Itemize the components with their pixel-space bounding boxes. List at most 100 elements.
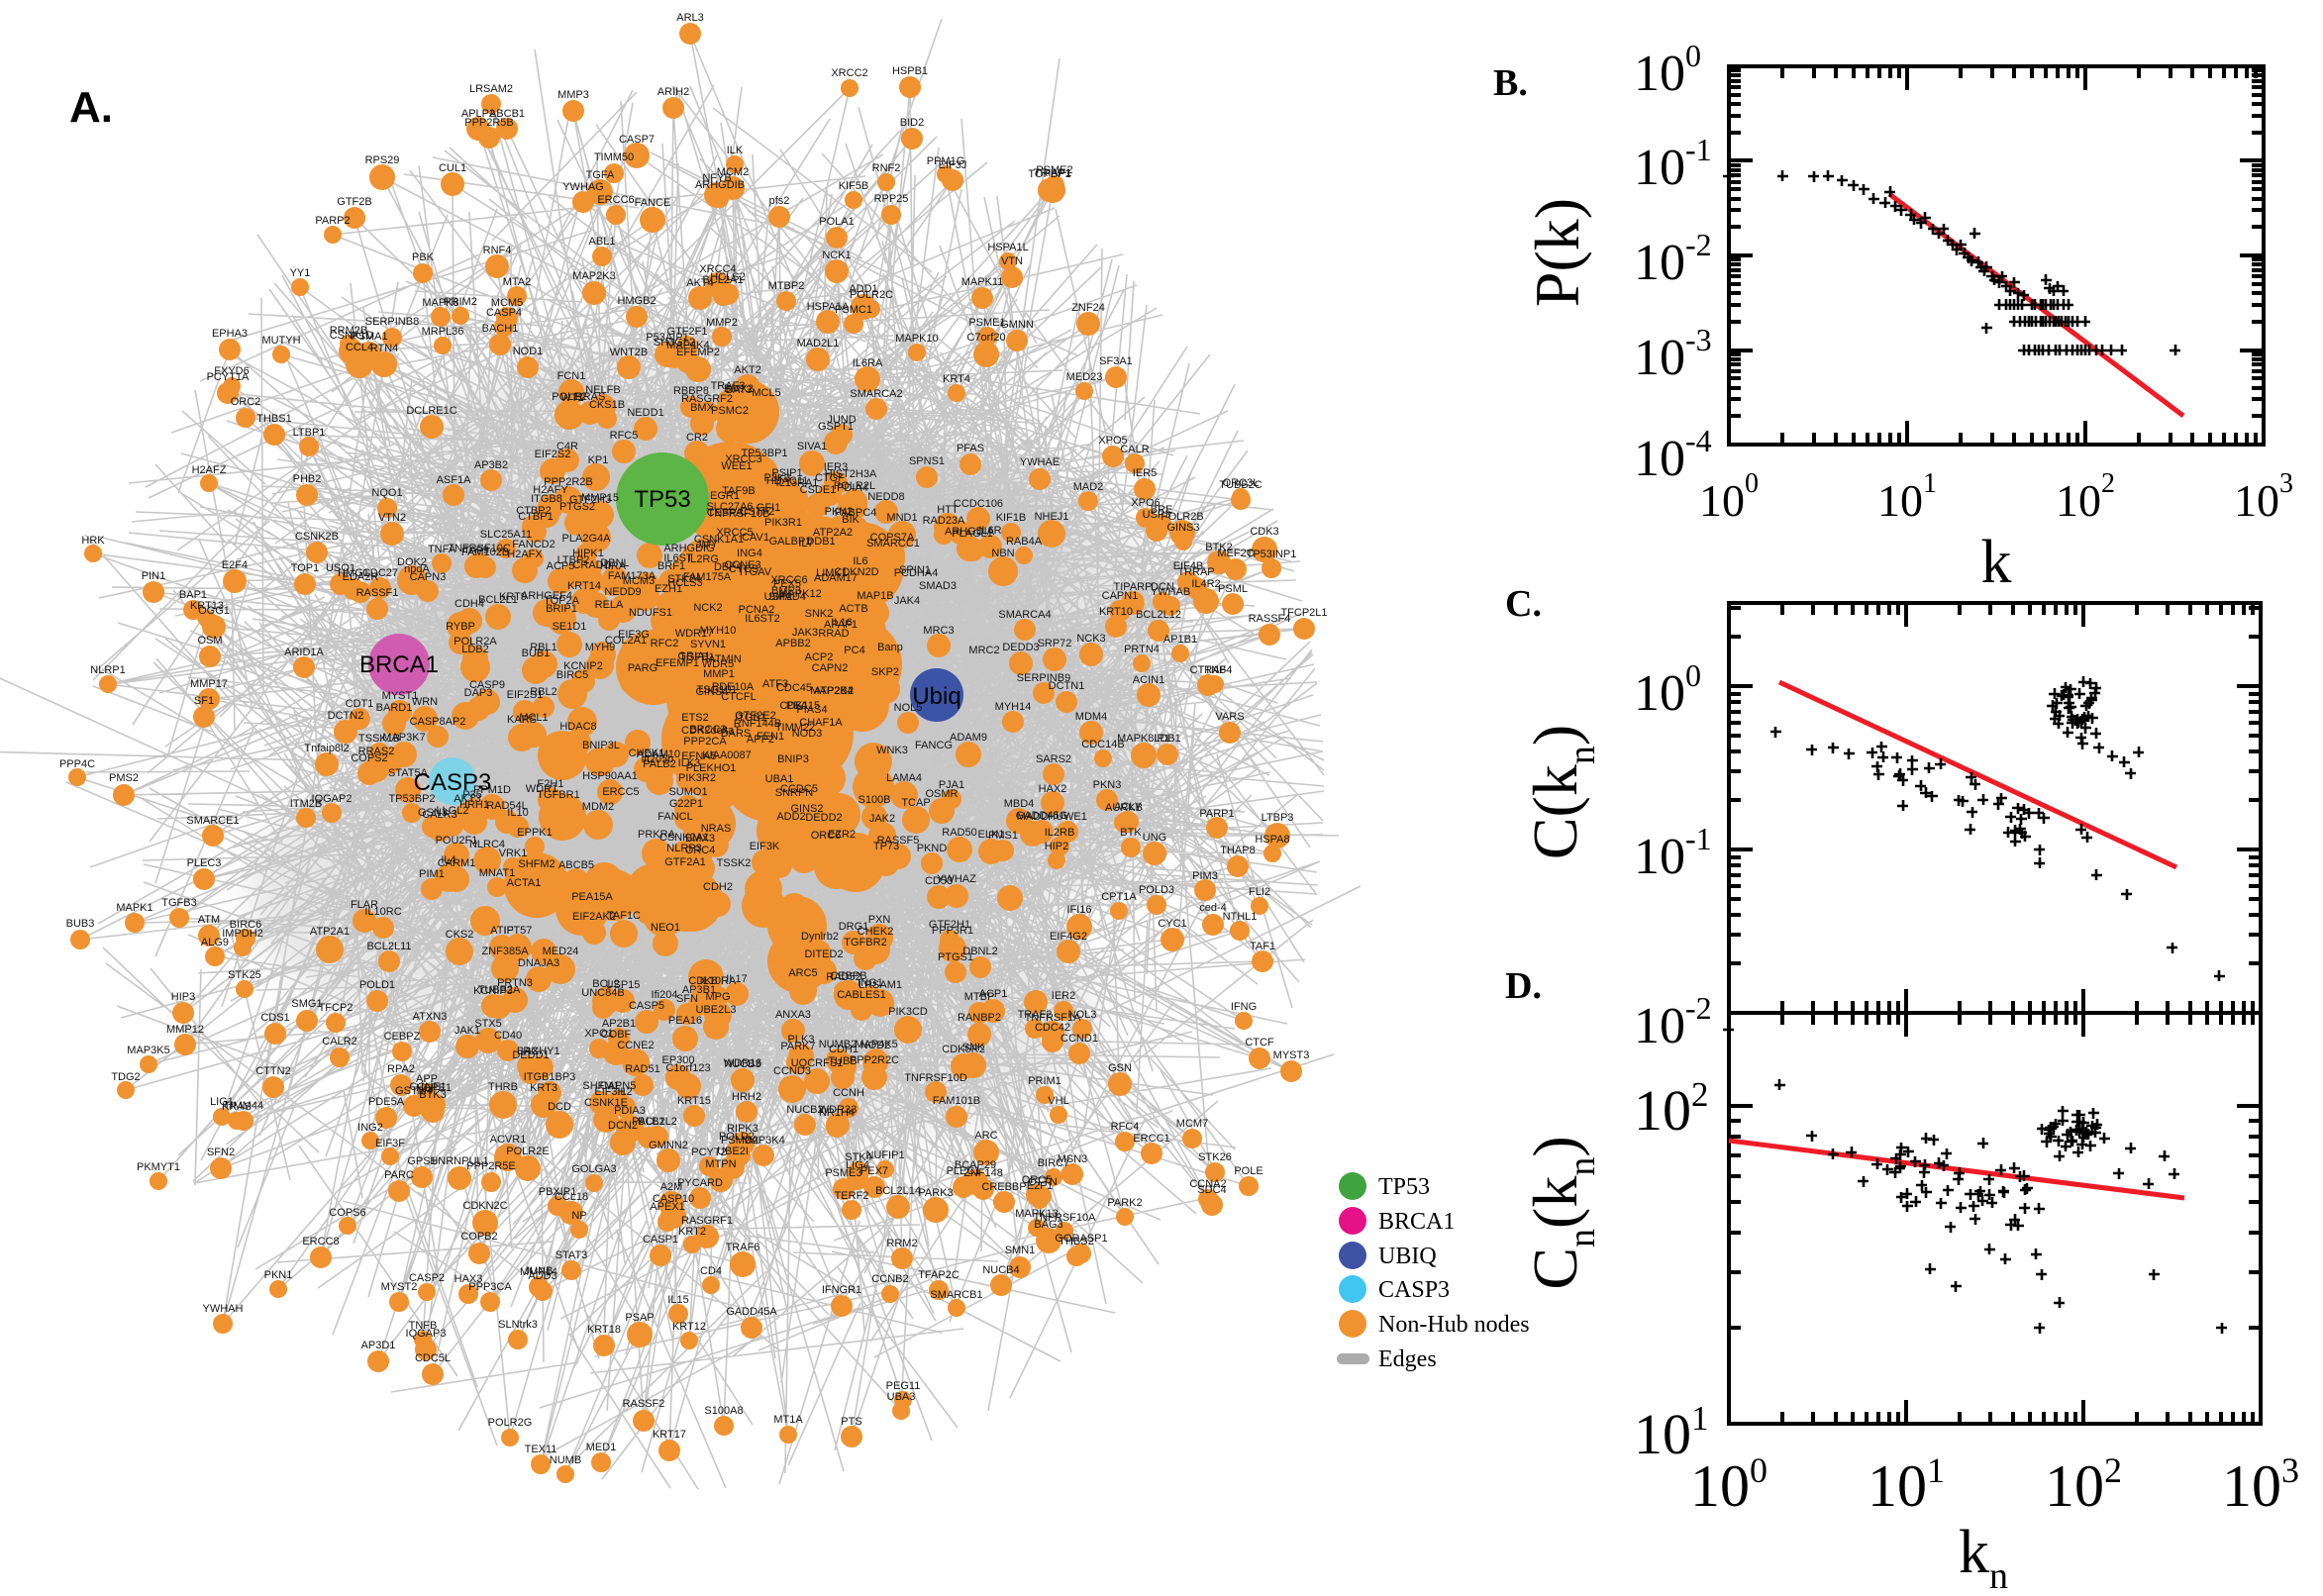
svg-text:CASP3: CASP3	[414, 769, 492, 796]
svg-text:PC4: PC4	[844, 645, 864, 656]
svg-text:RASSF1: RASSF1	[356, 587, 399, 599]
svg-text:ELK1: ELK1	[978, 829, 1005, 841]
svg-text:CKS2: CKS2	[446, 929, 474, 941]
svg-text:KRT4: KRT4	[943, 373, 970, 385]
svg-text:BRCA1: BRCA1	[1378, 1209, 1455, 1235]
svg-text:HAX3: HAX3	[454, 1273, 483, 1285]
svg-text:MAP4K4: MAP4K4	[666, 340, 709, 351]
svg-text:SNK2: SNK2	[805, 608, 834, 620]
svg-text:GTF2B: GTF2B	[337, 196, 371, 208]
svg-text:CASP5: CASP5	[629, 1000, 664, 1012]
svg-text:LIG4: LIG4	[846, 1159, 869, 1171]
svg-text:MRC2: MRC2	[968, 645, 999, 656]
svg-text:JAK4: JAK4	[894, 595, 920, 607]
svg-text:TNFRSF10A: TNFRSF10A	[1034, 1212, 1097, 1224]
svg-text:CEBPA: CEBPA	[707, 507, 744, 519]
svg-text:TIMM50: TIMM50	[594, 151, 634, 163]
svg-text:PPP3CA: PPP3CA	[468, 1281, 512, 1293]
svg-text:RYBP: RYBP	[446, 621, 475, 633]
svg-text:NFYB: NFYB	[702, 172, 731, 184]
svg-text:MAP4K5: MAP4K5	[855, 1039, 897, 1050]
svg-text:RRAS2: RRAS2	[358, 746, 395, 757]
svg-text:KARS: KARS	[507, 714, 537, 726]
svg-text:CSNK2A1: CSNK2A1	[659, 832, 709, 844]
svg-text:HSPA1A: HSPA1A	[807, 301, 850, 313]
svg-text:ADAM9: ADAM9	[950, 732, 987, 744]
svg-text:EFNA5: EFNA5	[681, 750, 716, 762]
svg-text:10-1: 10-1	[1634, 821, 1712, 885]
svg-text:NLRP3: NLRP3	[666, 843, 701, 854]
svg-text:TRAF3: TRAF3	[711, 380, 746, 392]
svg-text:ITGB8: ITGB8	[531, 493, 562, 505]
svg-text:MND1: MND1	[886, 512, 917, 524]
svg-text:PDIA4: PDIA4	[837, 482, 868, 494]
svg-text:ITGB1: ITGB1	[735, 712, 766, 724]
svg-text:UBE2L3: UBE2L3	[696, 1004, 737, 1016]
svg-text:MCM7: MCM7	[1176, 1118, 1208, 1130]
svg-text:ATP2A2: ATP2A2	[813, 527, 853, 539]
svg-text:CDH4: CDH4	[454, 598, 484, 610]
svg-text:IL4R2: IL4R2	[1191, 578, 1220, 590]
svg-text:CSNK1A1: CSNK1A1	[694, 534, 744, 546]
svg-text:CD4: CD4	[700, 1265, 722, 1277]
svg-text:KP1: KP1	[588, 454, 609, 466]
svg-text:CASP2: CASP2	[409, 1272, 445, 1284]
svg-text:GMNN2: GMNN2	[649, 1140, 688, 1151]
svg-text:DDB1: DDB1	[806, 536, 835, 548]
svg-text:XPO1: XPO1	[584, 1028, 613, 1040]
svg-text:H2AFZ: H2AFZ	[192, 464, 227, 476]
svg-text:IER5: IER5	[1133, 467, 1157, 479]
svg-text:POLR2E: POLR2E	[506, 1146, 549, 1157]
svg-text:EIF3J: EIF3J	[939, 159, 967, 171]
svg-text:NUCB3: NUCB3	[724, 1058, 760, 1070]
svg-text:CCDC106: CCDC106	[954, 498, 1003, 510]
svg-text:UBE2I: UBE2I	[717, 1146, 749, 1157]
svg-text:TCAP: TCAP	[901, 797, 930, 809]
svg-text:BID2: BID2	[900, 117, 924, 129]
svg-text:CHEK1: CHEK1	[629, 748, 665, 759]
svg-text:PSME1: PSME1	[968, 317, 1005, 329]
svg-text:RPS29: RPS29	[365, 154, 400, 166]
svg-text:SERPINB8: SERPINB8	[365, 316, 419, 328]
svg-text:MEF2C: MEF2C	[1217, 548, 1254, 559]
svg-text:PEA16: PEA16	[668, 1015, 702, 1027]
svg-text:DNAJA3: DNAJA3	[518, 957, 559, 969]
svg-text:DEDD3: DEDD3	[1002, 642, 1039, 653]
svg-text:PTGS1: PTGS1	[938, 951, 973, 963]
svg-text:100: 100	[1634, 38, 1701, 102]
svg-text:ced-4: ced-4	[1199, 902, 1227, 914]
svg-text:MAP3K5: MAP3K5	[127, 1045, 169, 1056]
svg-text:IL2: IL2	[617, 1086, 632, 1098]
svg-text:TFCP2: TFCP2	[319, 1002, 354, 1014]
svg-text:TP53BP1: TP53BP1	[741, 448, 787, 459]
svg-text:MTA2: MTA2	[503, 276, 532, 288]
svg-text:NOD2: NOD2	[860, 1040, 891, 1051]
svg-text:NUCB4: NUCB4	[982, 1264, 1019, 1276]
svg-text:CAPN5: CAPN5	[600, 1080, 637, 1092]
svg-text:XRCC3: XRCC3	[725, 453, 761, 465]
svg-text:PRTN4: PRTN4	[1124, 644, 1160, 655]
svg-text:NQO1: NQO1	[371, 487, 402, 499]
svg-text:PCNA2: PCNA2	[739, 604, 775, 616]
svg-text:STK26: STK26	[1198, 1151, 1232, 1163]
svg-text:MAPK11: MAPK11	[961, 276, 1004, 288]
svg-text:IL16: IL16	[831, 617, 852, 629]
svg-text:HAX2: HAX2	[1039, 783, 1067, 795]
svg-text:COPS7A: COPS7A	[870, 532, 915, 544]
svg-text:FAM101B: FAM101B	[933, 1095, 980, 1107]
svg-text:BRCA1: BRCA1	[359, 651, 439, 678]
svg-text:C7orf20: C7orf20	[966, 332, 1005, 344]
svg-text:RASSF5: RASSF5	[877, 835, 920, 847]
svg-text:FLI2: FLI2	[1249, 886, 1270, 898]
svg-text:EZR2: EZR2	[828, 829, 856, 841]
svg-text:FANCD2: FANCD2	[512, 539, 555, 550]
svg-text:ETS2: ETS2	[681, 712, 709, 724]
svg-text:CSNK2B: CSNK2B	[295, 531, 339, 543]
svg-text:MAP2K4: MAP2K4	[810, 685, 853, 697]
svg-text:IER3: IER3	[824, 461, 848, 473]
svg-text:RASGRF1: RASGRF1	[681, 1215, 733, 1227]
svg-text:102: 102	[1634, 1075, 1709, 1143]
svg-text:PMS2: PMS2	[109, 772, 139, 784]
svg-text:MADD: MADD	[1017, 811, 1049, 823]
svg-text:BUB1: BUB1	[522, 648, 551, 659]
